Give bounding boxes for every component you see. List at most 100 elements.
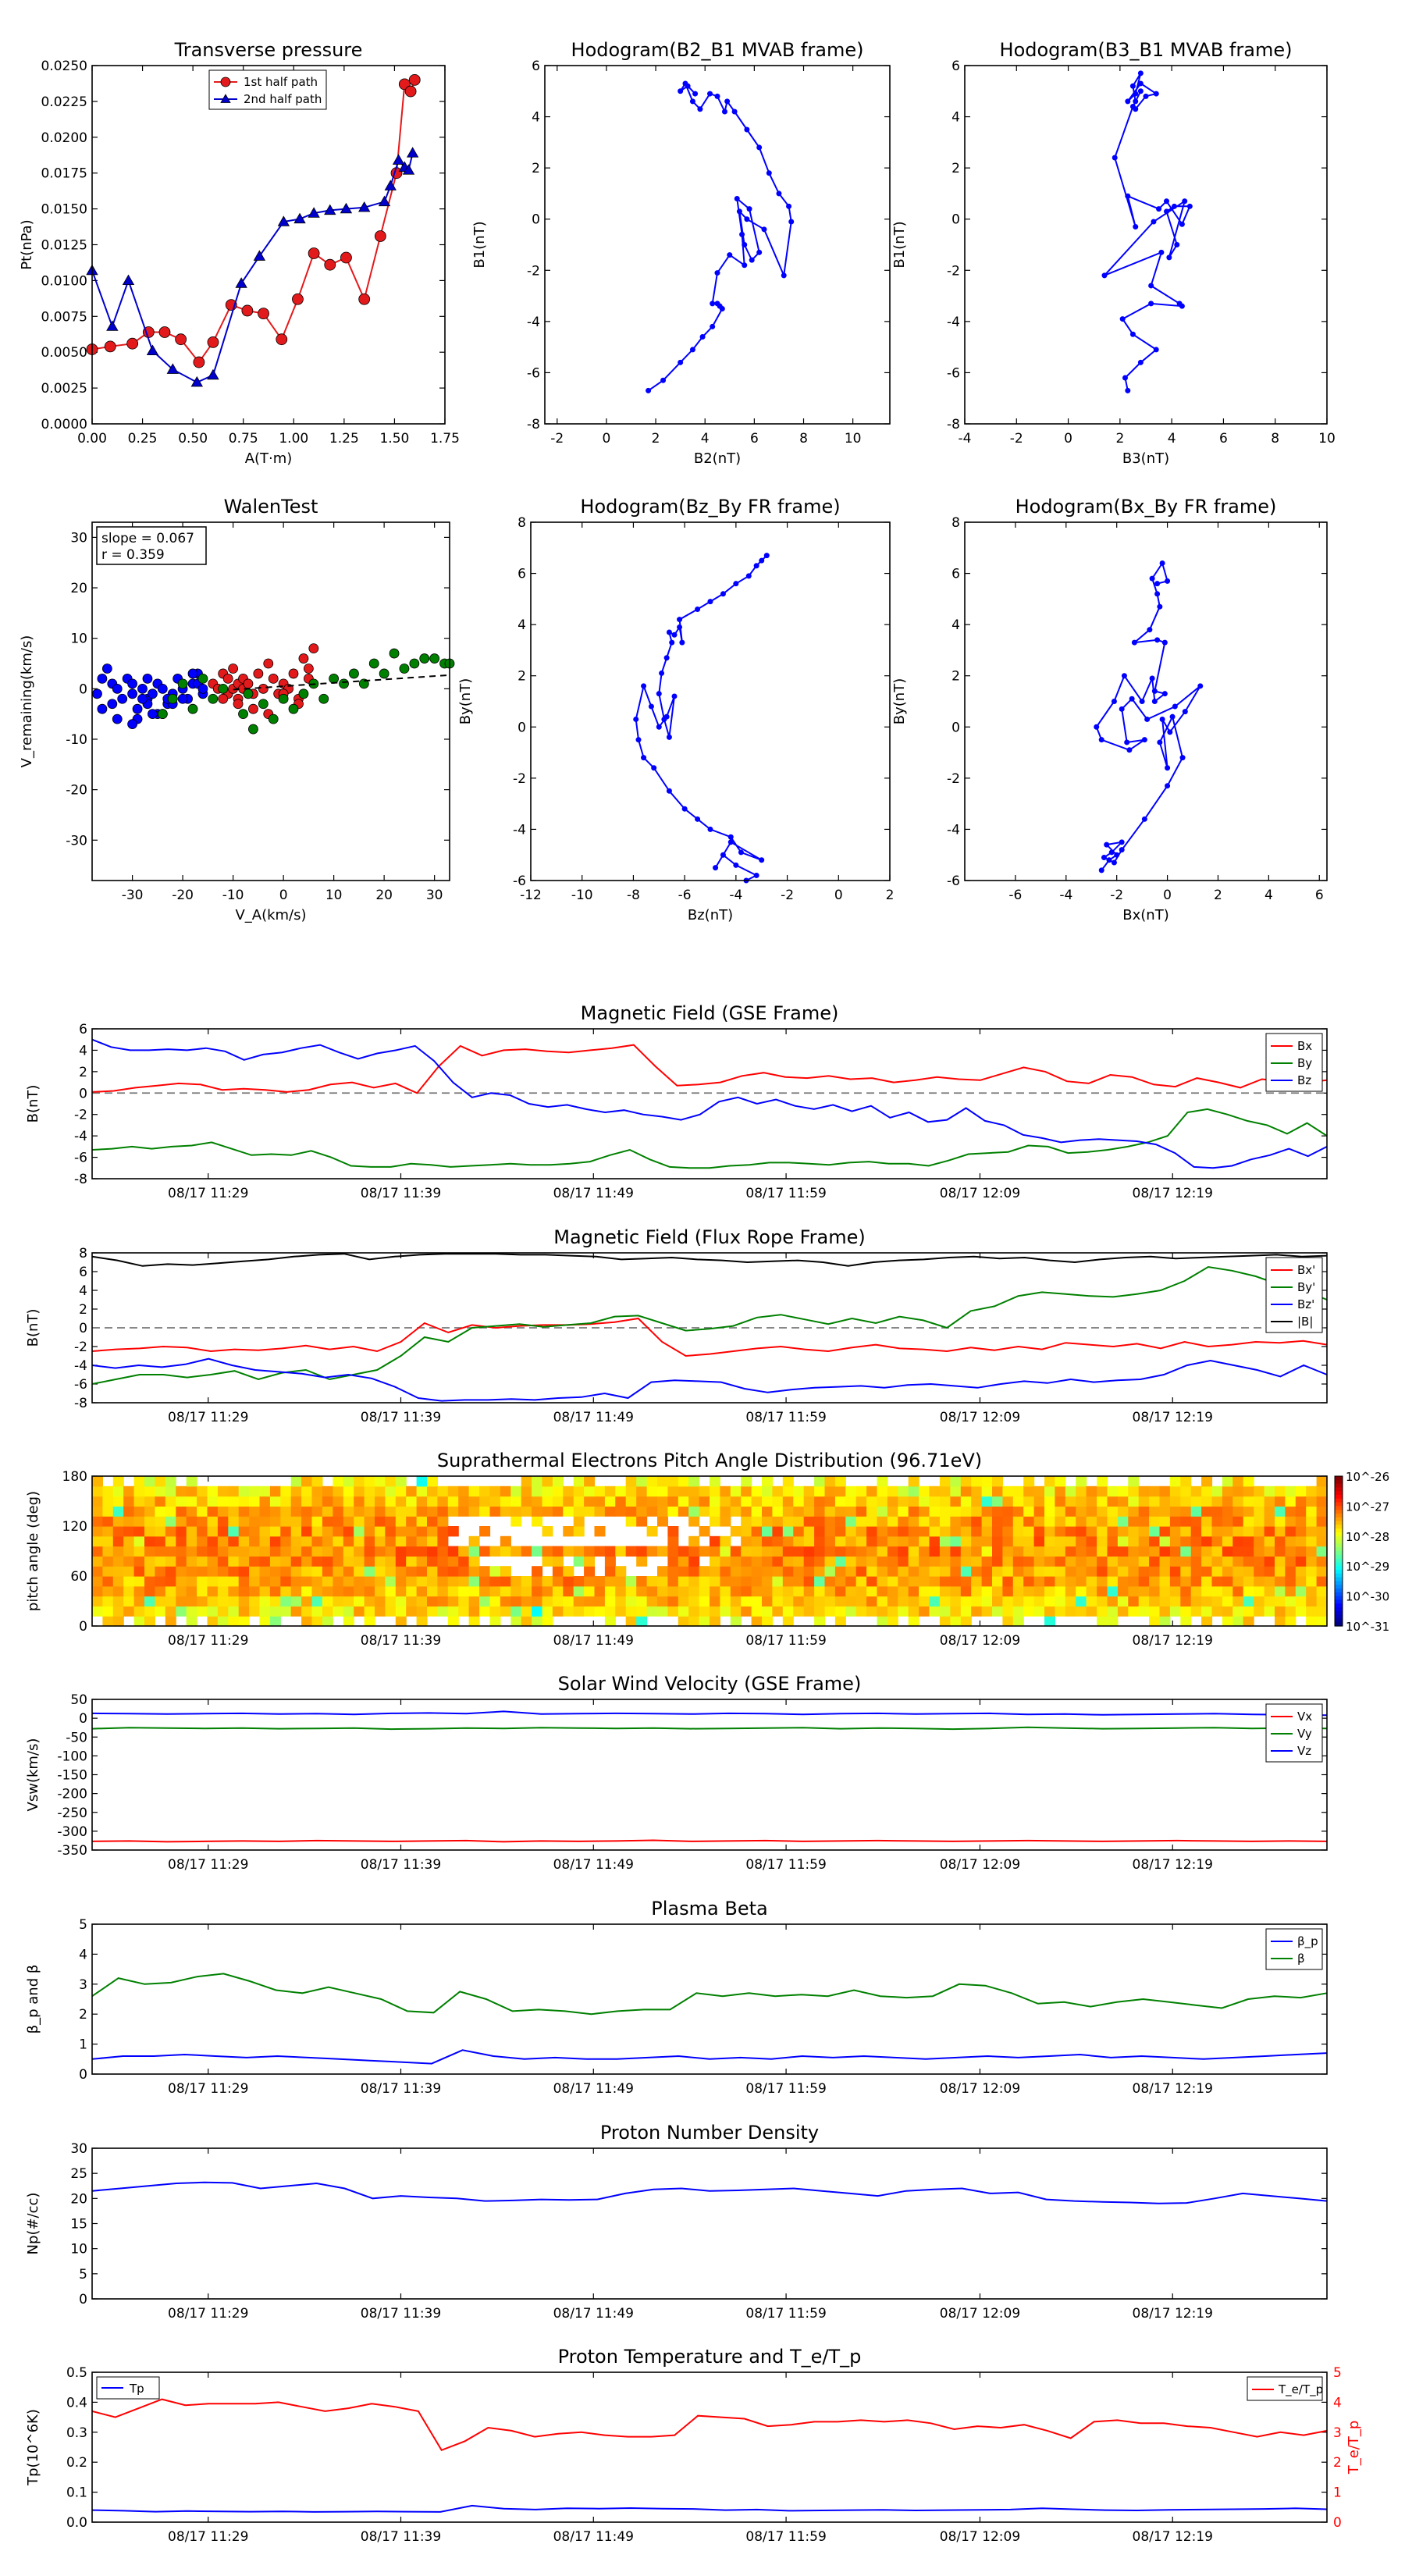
heatmap-cell [741,1566,752,1577]
heatmap-cell [751,1606,763,1617]
heatmap-cell [1076,1506,1087,1517]
heatmap-cell [1065,1506,1076,1517]
heatmap-cell [992,1606,1003,1617]
heatmap-cell [249,1585,261,1597]
heatmap-cell [1222,1476,1233,1487]
heatmap-cell [1002,1606,1014,1617]
heatmap-cell [782,1506,794,1517]
heatmap-cell [751,1585,763,1597]
y-tick-label: -2 [74,1108,87,1123]
y-tick-label: 0 [79,2292,87,2307]
heatmap-cell [532,1516,543,1527]
data-point [678,359,684,365]
heatmap-cell [1285,1596,1297,1606]
heatmap-cell [144,1546,155,1557]
heatmap-cell [1243,1566,1254,1577]
heatmap-cell [563,1526,574,1537]
heatmap-cell [427,1566,438,1577]
data-point [268,713,279,724]
colorbar-segment [1335,1479,1343,1485]
plot-border [530,521,891,881]
data-point [298,653,309,664]
heatmap-cell [1023,1526,1035,1537]
heatmap-cell [102,1576,114,1587]
data-point [671,693,678,699]
heatmap-cell [92,1516,103,1527]
heatmap-cell [992,1576,1003,1587]
heatmap-cell [834,1566,846,1577]
heatmap-cell [772,1576,784,1587]
x-tick-label: 08/17 11:59 [745,2306,826,2322]
heatmap-cell [552,1596,564,1606]
data-point [241,304,254,317]
heatmap-cell [322,1526,333,1537]
heatmap-cell [793,1496,805,1507]
x-tick-label: 0 [1163,888,1172,903]
heatmap-cell [793,1566,805,1577]
colorbar-segment [1335,1535,1343,1541]
y-tick-label: -350 [57,1843,87,1859]
y-tick-label: -2 [74,1340,87,1355]
heatmap-cell [238,1606,250,1617]
heatmap-cell [939,1556,951,1567]
heatmap-cell [688,1546,700,1557]
heatmap-cell [333,1535,344,1547]
heatmap-cell [301,1516,313,1527]
heatmap-cell [176,1566,187,1577]
heatmap-cell [573,1576,585,1587]
heatmap-cell [1254,1596,1265,1606]
heatmap-cell [1169,1596,1181,1606]
x-tick-label: 0.50 [178,431,208,447]
heatmap-cell [1149,1546,1161,1557]
heatmap-cell [720,1556,731,1567]
heatmap-cell [1159,1546,1171,1557]
heatmap-cell [542,1556,553,1567]
data-point [710,323,716,329]
heatmap-cell [447,1596,459,1606]
heatmap-cell [1254,1485,1265,1497]
heatmap-cell [155,1606,166,1617]
heatmap-cell [887,1606,898,1617]
heatmap-cell [1180,1576,1192,1587]
heatmap-cell [1138,1566,1150,1577]
heatmap-cell [259,1506,271,1517]
heatmap-cell [762,1596,773,1606]
data-point [258,683,269,694]
heatmap-cell [1159,1485,1171,1497]
heatmap-cell [112,1585,124,1597]
heatmap-cell [385,1585,397,1597]
heatmap-cell [919,1566,930,1577]
heatmap-cell [280,1585,292,1597]
plot-border [964,65,1328,425]
heatmap-cell [123,1526,135,1537]
heatmap-cell [657,1496,668,1507]
heatmap-cell [1128,1506,1140,1517]
heatmap-cell [855,1566,867,1577]
heatmap-cell [824,1596,836,1606]
x-tick-label: -6 [678,888,692,903]
heatmap-cell [1232,1535,1244,1547]
heatmap-cell [1232,1616,1244,1627]
heatmap-cell [730,1546,742,1557]
data-point [759,557,765,564]
heatmap-cell [803,1566,815,1577]
heatmap-cell [678,1485,689,1497]
series-line [91,1108,1328,1169]
x-tick-label: 08/17 11:49 [553,1857,634,1873]
y-tick-label: 15 [70,2217,87,2233]
data-point [379,668,389,679]
heatmap-cell [458,1566,470,1577]
heatmap-cell [479,1496,491,1507]
heatmap-cell [1159,1585,1171,1597]
heatmap-cell [1264,1606,1275,1617]
data-point [253,668,264,679]
heatmap-cell [364,1516,375,1527]
heatmap-cell [688,1556,700,1567]
data-point [1133,106,1139,112]
heatmap-cell [165,1535,176,1547]
heatmap-cell [782,1516,794,1527]
heatmap-cell [1023,1546,1035,1557]
y-tick-label: 180 [62,1469,87,1485]
y-tick-label: 2 [518,669,526,685]
heatmap-cell [814,1576,826,1587]
